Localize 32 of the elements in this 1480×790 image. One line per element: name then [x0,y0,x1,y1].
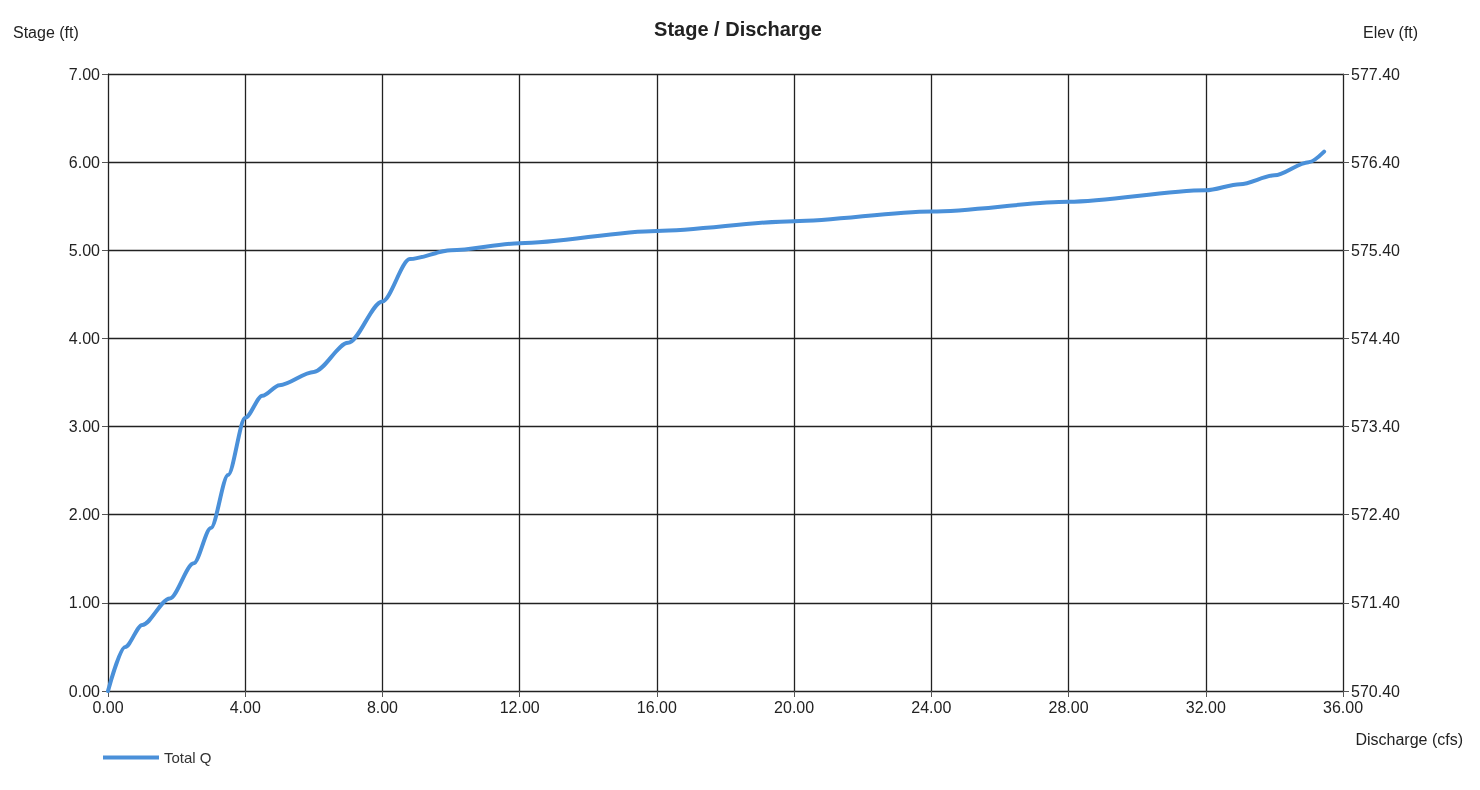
y-tick-label: 7.00 [68,65,101,83]
y2-tick-label: 572.40 [1351,506,1401,524]
x-axis-title: Discharge (cfs) [1355,730,1463,748]
y-tick-label: 6.00 [68,153,101,171]
y-axis-title: Stage (ft) [13,23,79,41]
x-tick-label: 16.00 [636,698,678,716]
y-tick-label: 2.00 [68,506,101,524]
y2-tick-label: 576.40 [1351,153,1401,171]
y2-tick-label: 575.40 [1351,241,1401,259]
y2-tick-label: 570.40 [1351,682,1401,700]
y-tick-label: 3.00 [68,418,101,436]
line-series [106,149,1327,693]
y2-axis-title: Elev (ft) [1363,23,1419,41]
legend-label: Total Q [164,749,212,766]
y-tick-label: 5.00 [68,241,101,259]
x-tick-label: 32.00 [1185,698,1226,716]
x-tick-label: 36.00 [1322,698,1364,716]
chart-title: Stage / Discharge [654,18,822,40]
y2-tick-label: 573.40 [1351,418,1401,436]
y-tick-label: 1.00 [68,594,101,612]
x-tick-label: 28.00 [1048,698,1089,716]
x-tick-label: 8.00 [366,698,399,716]
y-tick-label: 0.00 [68,682,101,700]
y-tick-label: 4.00 [68,329,101,347]
x-tick-label: 20.00 [774,698,815,716]
x-tick-label: 24.00 [911,698,952,716]
y2-tick-label: 574.40 [1351,329,1401,347]
y2-tick-label: 577.40 [1351,65,1401,83]
x-tick-label: 12.00 [499,698,540,716]
y2-tick-label: 571.40 [1351,594,1401,612]
x-tick-label: 0.00 [92,698,124,716]
x-tick-label: 4.00 [229,698,261,716]
